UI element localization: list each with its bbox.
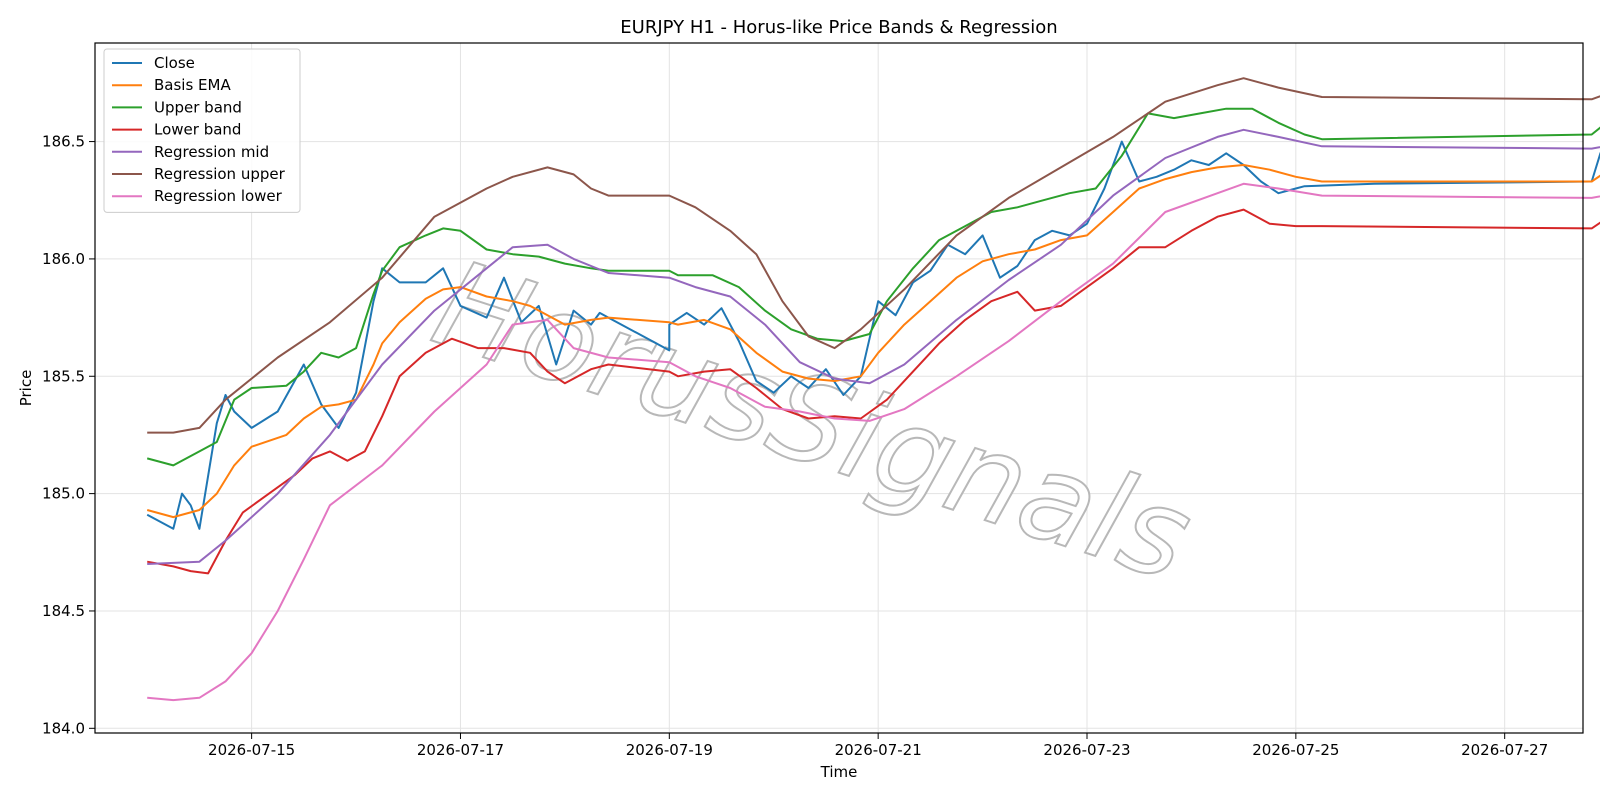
y-tick-label: 185.5 (42, 367, 85, 385)
x-tick-label: 2026-07-19 (626, 741, 713, 759)
x-tick-label: 2026-07-23 (1043, 741, 1130, 759)
series-line-regression-mid (147, 128, 1600, 565)
y-tick-label: 186.5 (42, 133, 85, 151)
legend-label: Upper band (154, 98, 242, 116)
y-axis-label: Price (17, 370, 35, 407)
series-line-regression-upper (147, 77, 1600, 434)
legend-box (103, 48, 301, 213)
x-tick-label: 2026-07-27 (1461, 741, 1548, 759)
legend-label: Close (154, 54, 195, 72)
y-tick-label: 184.5 (42, 602, 85, 620)
x-tick-label: 2026-07-25 (1252, 741, 1339, 759)
legend-label: Regression mid (154, 143, 269, 161)
series-line-basis-ema (146, 164, 1600, 519)
y-tick-label: 184.0 (42, 719, 85, 737)
x-tick-label: 2026-07-21 (835, 741, 922, 759)
legend: Close Basis EMA Upper band Lower band Regres… (103, 48, 301, 213)
series-line-close (146, 140, 1600, 530)
series-line-lower-band (147, 208, 1600, 575)
y-tick-label: 186.0 (42, 250, 85, 268)
x-tick-label: 2026-07-15 (208, 741, 295, 759)
legend-label: Basis EMA (154, 76, 231, 94)
watermark: HorusSignals (418, 233, 1207, 609)
y-tick-label: 185.0 (42, 485, 85, 503)
legend-label: Regression upper (154, 165, 286, 183)
series-line-regression-lower (147, 182, 1600, 702)
series-lines (146, 77, 1600, 702)
chart-title: EURJPY H1 - Horus-like Price Bands & Reg… (620, 17, 1057, 38)
y-axis: 184.0 184.5 185.0 185.5 186.0 186.5 (42, 133, 95, 737)
x-axis-label: Time (820, 763, 858, 781)
watermark-text: HorusSignals (419, 234, 1206, 608)
legend-label: Regression lower (154, 187, 283, 205)
x-tick-label: 2026-07-17 (417, 741, 504, 759)
x-axis: 2026-07-15 2026-07-17 2026-07-19 2026-07-21… (208, 733, 1548, 759)
legend-label: Lower band (154, 121, 241, 139)
series-line-upper-band (146, 107, 1600, 467)
plot-frame (94, 42, 1584, 734)
grid-lines (95, 43, 1583, 733)
